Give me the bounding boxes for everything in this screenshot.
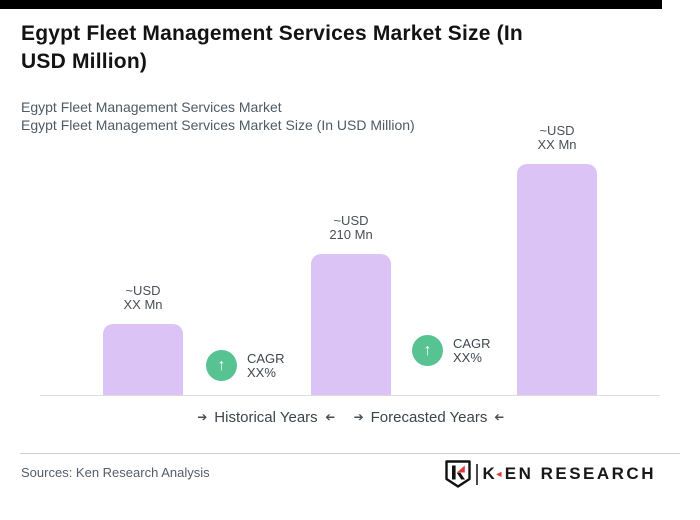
ken-research-logo: K◄EN RESEARCH — [444, 460, 656, 488]
logo-separator — [475, 463, 478, 485]
up-arrow-icon: ↑ — [217, 356, 226, 374]
bar-value-label-bottom: XX Mn — [537, 137, 577, 152]
page-title-line1: Egypt Fleet Management Services Market S… — [21, 22, 523, 45]
bar-forecast — [517, 164, 597, 395]
bar-value-label-bottom: 210 Mn — [329, 227, 373, 242]
subtitle-block: Egypt Fleet Management Services Market E… — [21, 98, 415, 134]
arrow-right-icon: ➔ — [197, 410, 208, 424]
bar-historical — [103, 324, 183, 395]
arrow-right-icon: ➔ — [353, 410, 364, 424]
bar-value-label-top: ~USD — [539, 123, 575, 138]
axis-group-label-text: Historical Years — [214, 409, 318, 426]
arrow-left-icon: ➔ — [324, 410, 335, 424]
cagr-label-text: CAGR — [247, 350, 285, 366]
bar-value-label-bottom: XX Mn — [123, 297, 163, 312]
cagr-label: CAGR XX% — [453, 335, 491, 365]
footer-divider — [20, 453, 680, 454]
page-title: Egypt Fleet Management Services Market S… — [21, 20, 681, 76]
bar-value-label: ~USD 210 Mn — [296, 214, 406, 242]
sources-text: Sources: Ken Research Analysis — [21, 465, 210, 480]
axis-group-label-text: Forecasted Years — [370, 409, 488, 426]
logo-text: K◄EN RESEARCH — [483, 464, 656, 484]
bar-value-label: ~USD XX Mn — [502, 124, 612, 152]
subtitle-line1: Egypt Fleet Management Services Market — [21, 99, 282, 115]
cagr-up-arrow-icon: ↑ — [412, 335, 443, 366]
up-arrow-icon: ↑ — [423, 341, 432, 359]
subtitle-line2: Egypt Fleet Management Services Market S… — [21, 117, 415, 133]
cagr-badge: ↑ CAGR XX% — [206, 350, 285, 381]
logo-text-rest: EN RESEARCH — [504, 464, 656, 483]
arrow-left-icon: ➔ — [494, 410, 505, 424]
x-axis-line — [40, 395, 660, 396]
logo-text-k: K — [482, 464, 498, 483]
page-title-line2: USD Million) — [21, 50, 148, 73]
bar-value-label-top: ~USD — [333, 213, 369, 228]
cagr-value-text: XX% — [453, 349, 482, 365]
top-accent-bar — [0, 0, 662, 9]
cagr-value-text: XX% — [247, 364, 276, 380]
cagr-up-arrow-icon: ↑ — [206, 350, 237, 381]
axis-group-label-historical: ➔ Historical Years ➔ — [190, 409, 342, 426]
cagr-label: CAGR XX% — [247, 350, 285, 380]
bar-value-label: ~USD XX Mn — [88, 284, 198, 312]
logo-red-pointer-icon: ◄ — [494, 469, 506, 479]
cagr-badge: ↑ CAGR XX% — [412, 335, 491, 366]
bar-base-year — [311, 254, 391, 395]
logo-shield-icon — [444, 460, 471, 488]
cagr-label-text: CAGR — [453, 335, 491, 351]
bar-value-label-top: ~USD — [125, 283, 161, 298]
axis-group-label-forecasted: ➔ Forecasted Years ➔ — [350, 409, 508, 426]
